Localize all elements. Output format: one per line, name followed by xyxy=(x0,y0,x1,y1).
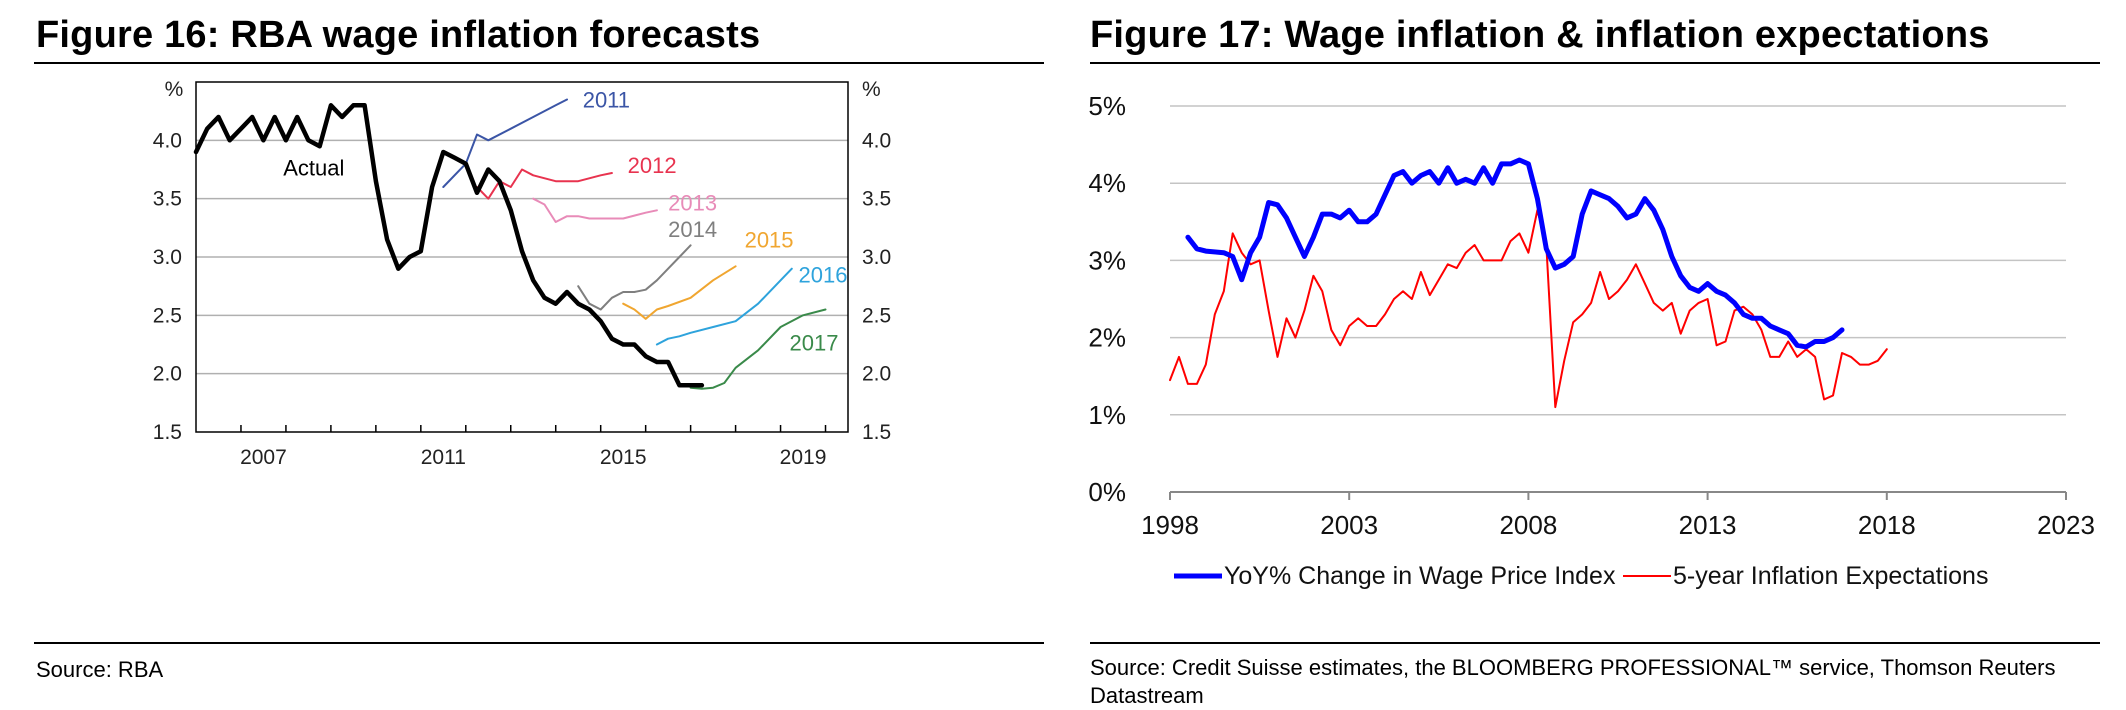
x-tick-label: 2023 xyxy=(2037,510,2095,540)
series-line-2017 xyxy=(689,308,827,390)
x-tick-label: 2011 xyxy=(421,446,466,469)
series-label-2014: 2014 xyxy=(668,217,717,242)
series-line-2011 xyxy=(442,98,568,188)
series-line-wage-price-index xyxy=(1185,157,1845,350)
y-tick-label-left: 1.5 xyxy=(153,421,182,444)
y-tick-label-left: 2.0 xyxy=(153,363,182,386)
x-tick-label: 2007 xyxy=(240,446,287,469)
y-tick-label-right: 3.5 xyxy=(862,188,891,211)
source-rule xyxy=(34,642,1044,644)
legend-label-inflation-expectations: 5-year Inflation Expectations xyxy=(1673,562,1988,590)
plot-frame xyxy=(195,81,849,433)
y-tick-label: 4% xyxy=(1088,168,1126,198)
series-line-2012 xyxy=(476,168,613,200)
series-line-2013 xyxy=(532,197,658,223)
x-tick-label: 2018 xyxy=(1858,510,1916,540)
series-label-2013: 2013 xyxy=(668,190,717,215)
series-line-2016 xyxy=(655,267,793,346)
y-tick-label: 0% xyxy=(1088,477,1126,507)
figure-17-chart: 0% 1% 2% 3% 4% 5% 1998 2003 2008 2013 2018 2023 YoY%… xyxy=(1088,91,2095,590)
figure-17-title: Figure 17: Wage inflation & inflation ex… xyxy=(1090,14,1990,56)
figure-17-source: Source: Credit Suisse estimates, the BLO… xyxy=(1090,655,2056,708)
y-tick-label-right: 1.5 xyxy=(862,421,891,444)
x-tick-label: 2015 xyxy=(600,446,647,469)
figure-16-title: Figure 16: RBA wage inflation forecasts xyxy=(36,14,761,56)
source-rule xyxy=(1090,642,2100,644)
y-unit-right: % xyxy=(862,78,881,101)
series-label-2017: 2017 xyxy=(790,330,839,355)
series-label-actual: Actual xyxy=(283,155,344,180)
y-tick-label: 2% xyxy=(1088,323,1126,353)
y-tick-label: 5% xyxy=(1088,91,1126,121)
series-line-inflation-expectations xyxy=(1169,209,1888,409)
y-tick-label: 3% xyxy=(1088,245,1126,275)
figure-16-source: Source: RBA xyxy=(36,657,164,682)
x-tick-label: 2019 xyxy=(780,446,827,469)
y-tick-label-left: 4.0 xyxy=(153,129,182,152)
series-label-2016: 2016 xyxy=(799,263,848,288)
x-tick-label: 1998 xyxy=(1141,510,1199,540)
y-tick-label-right: 3.0 xyxy=(862,246,891,269)
series-line-2014 xyxy=(577,244,692,311)
y-tick-label-right: 2.0 xyxy=(862,363,891,386)
y-tick-label: 1% xyxy=(1088,400,1126,430)
series-line-2015 xyxy=(622,265,737,320)
y-tick-label-left: 2.5 xyxy=(153,304,182,327)
series-label-2015: 2015 xyxy=(745,228,794,253)
series-label-2011: 2011 xyxy=(583,88,630,113)
y-tick-label-right: 4.0 xyxy=(862,129,891,152)
figure-16-panel: Figure 16: RBA wage inflation forecasts … xyxy=(0,0,1060,698)
figure-17-panel: Figure 17: Wage inflation & inflation ex… xyxy=(1088,0,2126,708)
y-tick-label-left: 3.0 xyxy=(153,246,182,269)
x-tick-label: 2008 xyxy=(1499,510,1557,540)
series-line-actual xyxy=(193,103,705,388)
legend-label-wage-price-index: YoY% Change in Wage Price Index xyxy=(1224,562,1616,590)
x-tick-label: 2013 xyxy=(1679,510,1737,540)
legend: YoY% Change in Wage Price Index 5-year In… xyxy=(1174,562,1988,590)
x-tick-label: 2003 xyxy=(1320,510,1378,540)
y-unit-left: % xyxy=(165,78,184,101)
y-tick-label-left: 3.5 xyxy=(153,188,182,211)
series-label-2012: 2012 xyxy=(628,153,677,178)
y-tick-label-right: 2.5 xyxy=(862,304,891,327)
figure-16-chart: 1.5 1.5 2.0 2.0 2.5 2.5 3.0 3.0 3.5 3.5 4.0 4.0% % 20… xyxy=(153,78,891,469)
title-rule xyxy=(1090,62,2100,64)
title-rule xyxy=(34,62,1044,64)
